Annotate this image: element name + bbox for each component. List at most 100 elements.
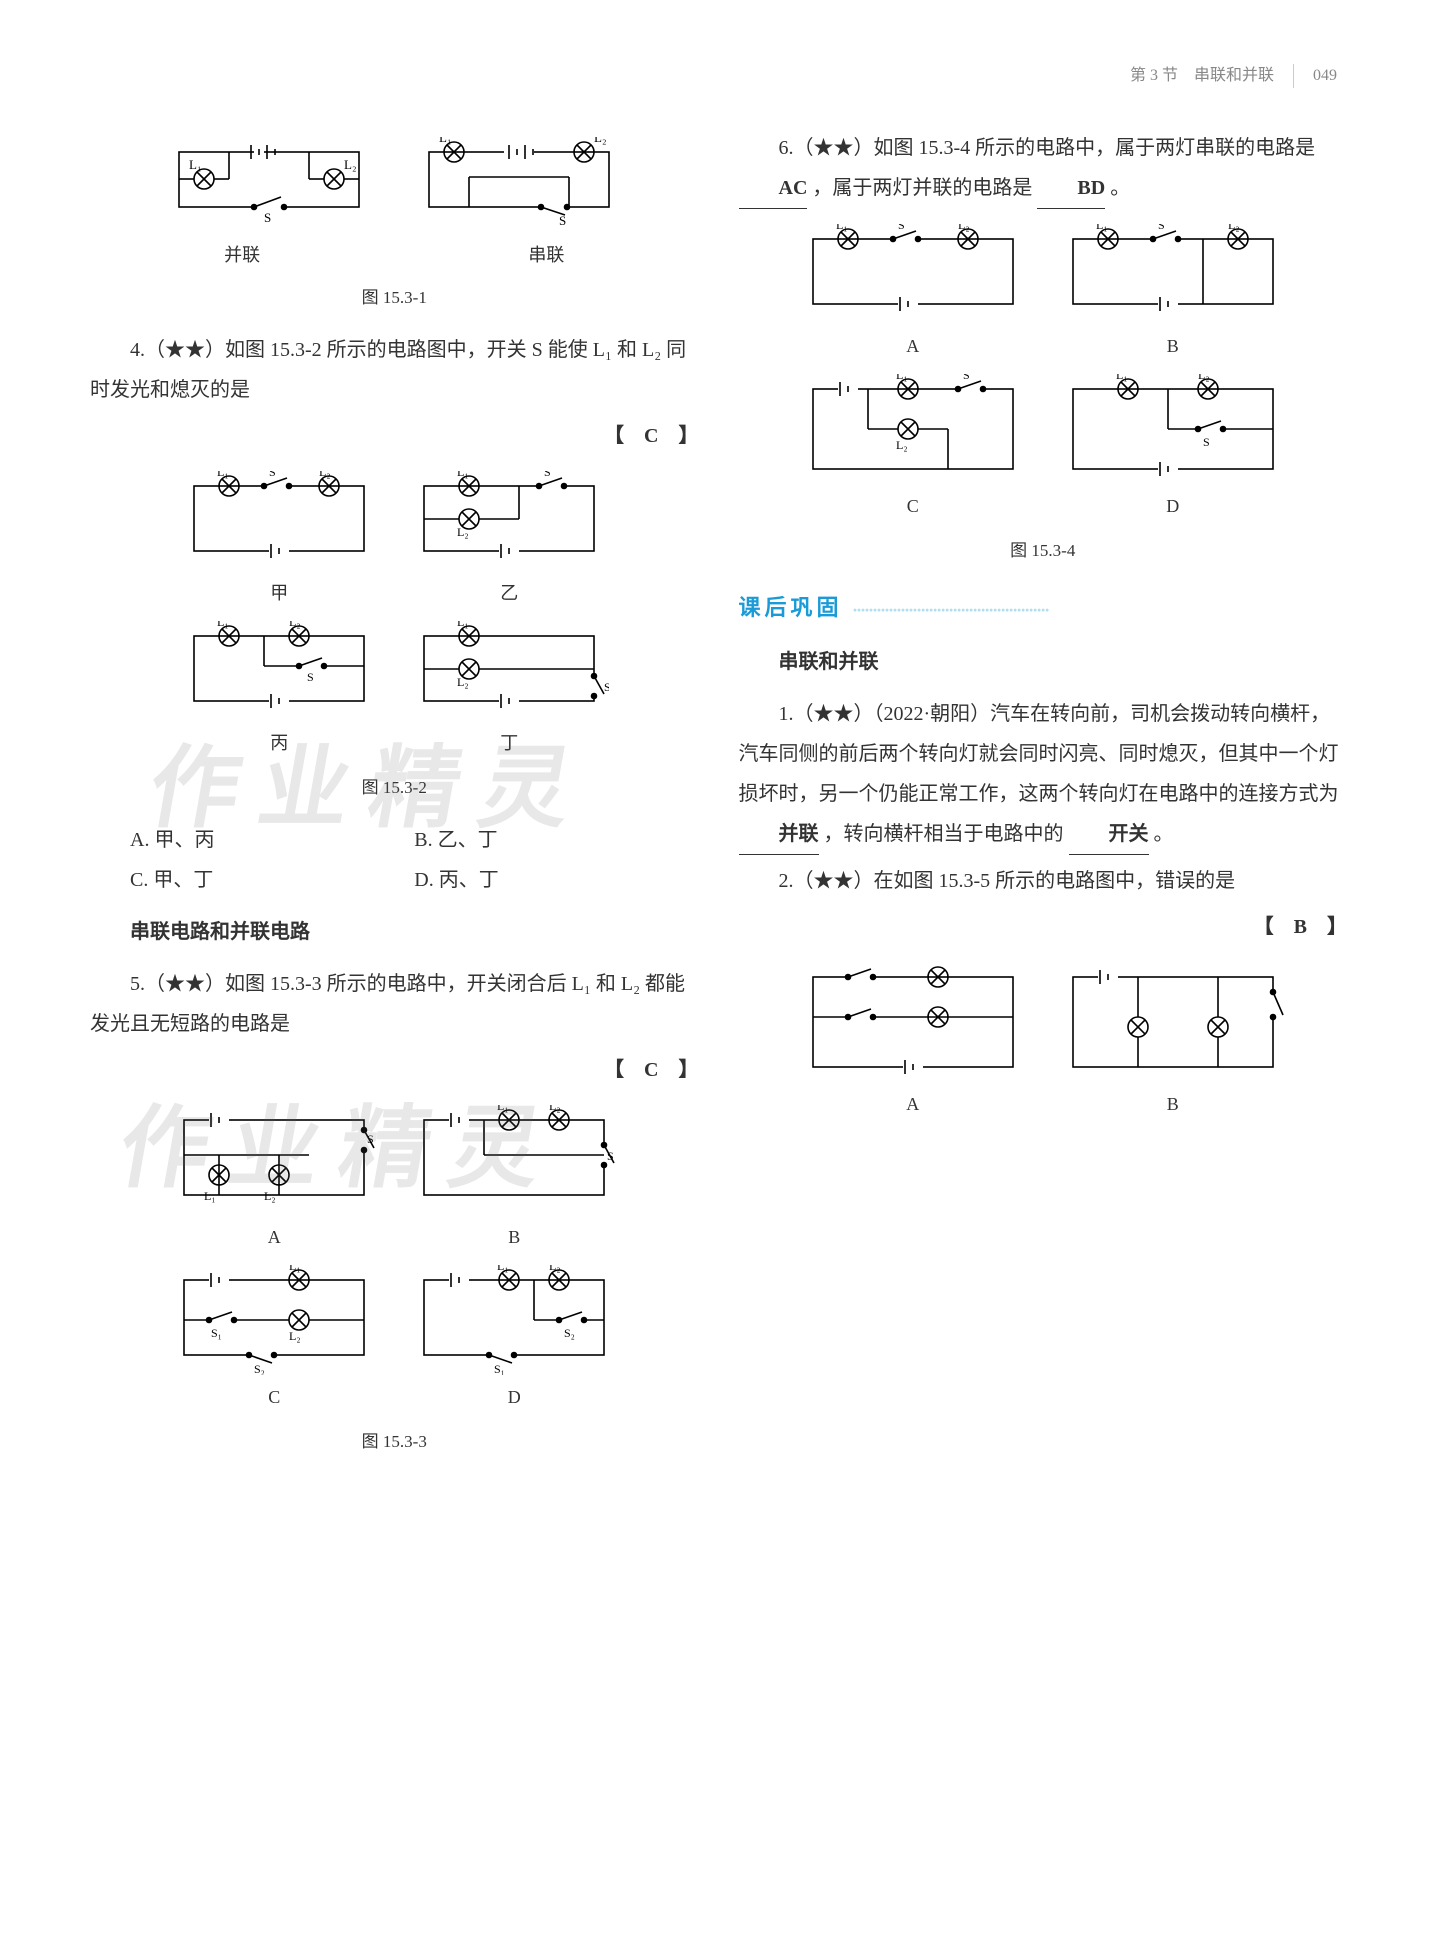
svg-text:S: S	[544, 471, 551, 479]
fig4-circuit-a: L₁SL₂ A	[798, 224, 1028, 364]
svg-text:L₁: L₁	[217, 621, 229, 629]
svg-text:L₁: L₁	[836, 224, 848, 232]
svg-text:S: S	[264, 210, 271, 225]
fig2-circuit-a: L₁ S L₂ 甲	[179, 471, 379, 611]
fig3-label-a: A	[169, 1219, 379, 1255]
question-4-options: A. 甲、丙 B. 乙、丁 C. 甲、丁 D. 丙、丁	[130, 820, 699, 900]
q1-text-a: 1.（★★）（2022·朝阳）汽车在转向前，司机会拨动转向横杆，汽车同侧的前后两…	[739, 703, 1339, 805]
svg-text:L₁: L₁	[204, 1189, 216, 1203]
svg-text:S: S	[559, 213, 566, 227]
q6-text-a: 6.（★★）如图 15.3-4 所示的电路中，属于两灯串联的电路是	[779, 137, 1316, 159]
svg-text:S₁: S₁	[211, 1326, 222, 1340]
q1-answer2: 开关	[1069, 814, 1149, 855]
svg-text:L₁: L₁	[457, 621, 469, 629]
svg-text:L₂: L₂	[319, 471, 331, 479]
fig2-circuit-d: L₁L₂S 丁	[409, 621, 609, 761]
fig4-caption: 图 15.3-4	[739, 534, 1348, 568]
svg-text:L₁: L₁	[457, 471, 469, 479]
fig2-label-a: 甲	[179, 575, 379, 611]
svg-text:L₁: L₁	[1116, 374, 1128, 382]
fig3-caption: 图 15.3-3	[90, 1425, 699, 1459]
question-5-answer: 【 C 】	[90, 1050, 699, 1090]
svg-text:L₂: L₂	[344, 157, 356, 172]
fig2-label-b: 乙	[409, 575, 609, 611]
fig5-circuit-a: A	[798, 962, 1028, 1122]
q1-text-b: ，转向横杆相当于电路中的	[824, 823, 1064, 845]
question-4-text: 4.（★★）如图 15.3-2 所示的电路图中，开关 S 能使 L₁ 和 L₂ …	[90, 330, 699, 410]
svg-text:S: S	[307, 670, 314, 684]
question-6: 6.（★★）如图 15.3-4 所示的电路中，属于两灯串联的电路是 AC ，属于…	[739, 128, 1348, 209]
q4-opt-d: D. 丙、丁	[414, 860, 698, 900]
svg-text:S: S	[607, 1149, 614, 1163]
figure-15-3-5-partial: A	[739, 962, 1348, 1122]
fig3-circuit-a: L₁ L₂ S A	[169, 1105, 379, 1255]
svg-text:S: S	[1203, 435, 1210, 449]
header-divider	[1293, 64, 1294, 88]
svg-text:L₂: L₂	[549, 1265, 561, 1273]
svg-text:L₂: L₂	[264, 1189, 276, 1203]
q6-text-c: 。	[1110, 177, 1130, 199]
svg-text:L₂: L₂	[896, 438, 908, 452]
subsection-2: 串联电路和并联电路	[90, 912, 699, 952]
fig2-circuit-c: L₁L₂S 丙	[179, 621, 379, 761]
fig5-circuit-b: B	[1058, 962, 1288, 1122]
svg-text:L₂: L₂	[1198, 374, 1210, 382]
svg-text:S: S	[269, 471, 276, 479]
question-2-text: 2.（★★）在如图 15.3-5 所示的电路图中，错误的是	[739, 861, 1348, 901]
q6-text-b: ，属于两灯并联的电路是	[812, 177, 1032, 199]
fig2-label-d: 丁	[409, 725, 609, 761]
q1-text-c: 。	[1154, 823, 1174, 845]
fig3-label-c: C	[169, 1379, 379, 1415]
fig4-label-c: C	[798, 488, 1028, 524]
q4-opt-a: A. 甲、丙	[130, 820, 414, 860]
figure-15-3-3: L₁ L₂ S A	[90, 1105, 699, 1459]
svg-text:L₁: L₁	[896, 374, 908, 382]
q6-answer1: AC	[739, 168, 808, 209]
svg-text:L₁: L₁	[497, 1265, 509, 1273]
svg-text:S: S	[604, 680, 609, 694]
figure-15-3-1: L₁ L₂ S	[90, 137, 699, 315]
left-column: L₁ L₂ S	[90, 122, 699, 1474]
subsection-3: 串联和并联	[739, 642, 1348, 682]
page-number: 049	[1313, 67, 1337, 84]
svg-text:S: S	[963, 374, 970, 382]
question-5-text: 5.（★★）如图 15.3-3 所示的电路中，开关闭合后 L₁ 和 L₂ 都能发…	[90, 964, 699, 1044]
fig3-circuit-b: L₁L₂S B	[409, 1105, 619, 1255]
fig1-parallel-circuit: L₁ L₂ S	[159, 137, 379, 227]
page-header: 第 3 节 串联和并联 049	[90, 60, 1347, 92]
fig3-circuit-c: L₁S₁L₂S₂ C	[169, 1265, 379, 1415]
section-title: 第 3 节 串联和并联	[1130, 67, 1274, 84]
figure-15-3-4: L₁SL₂ A	[739, 224, 1348, 568]
section-header-text: 课后巩固	[739, 595, 843, 620]
fig4-circuit-d: L₁ L₂ S D	[1058, 374, 1288, 524]
svg-text:L₁: L₁	[217, 471, 229, 479]
fig3-label-b: B	[409, 1219, 619, 1255]
fig4-circuit-b: L₁SL₂ B	[1058, 224, 1288, 364]
fig1-caption: 图 15.3-1	[90, 281, 699, 315]
q4-opt-b: B. 乙、丁	[414, 820, 698, 860]
fig4-label-d: D	[1058, 488, 1288, 524]
fig1-series-circuit: L₁ L₂ S	[409, 137, 629, 227]
fig5-label-a: A	[798, 1086, 1028, 1122]
svg-text:L₁: L₁	[439, 137, 451, 145]
svg-text:L₂: L₂	[289, 1329, 301, 1343]
svg-text:L₂: L₂	[289, 621, 301, 629]
content-columns: L₁ L₂ S	[90, 122, 1347, 1474]
svg-text:L₂: L₂	[594, 137, 606, 145]
svg-text:S: S	[1158, 224, 1165, 232]
section-header-consolidation: 课后巩固 ···································…	[739, 586, 1348, 630]
q6-answer2: BD	[1037, 168, 1105, 209]
q4-opt-c: C. 甲、丁	[130, 860, 414, 900]
fig2-circuit-b: L₁SL₂ 乙	[409, 471, 609, 611]
fig2-caption: 图 15.3-2	[90, 771, 699, 805]
svg-text:S: S	[367, 1132, 374, 1146]
fig4-circuit-c: L₁ S L₂ C	[798, 374, 1028, 524]
svg-text:L₂: L₂	[1228, 224, 1240, 232]
fig1-left-label: 并联	[224, 237, 260, 273]
q1-answer1: 并联	[739, 814, 819, 855]
question-2-answer: 【 B 】	[739, 907, 1348, 947]
fig3-label-d: D	[409, 1379, 619, 1415]
svg-text:L₂: L₂	[549, 1105, 561, 1113]
svg-text:S₂: S₂	[564, 1326, 575, 1340]
svg-text:L₁: L₁	[189, 157, 201, 172]
